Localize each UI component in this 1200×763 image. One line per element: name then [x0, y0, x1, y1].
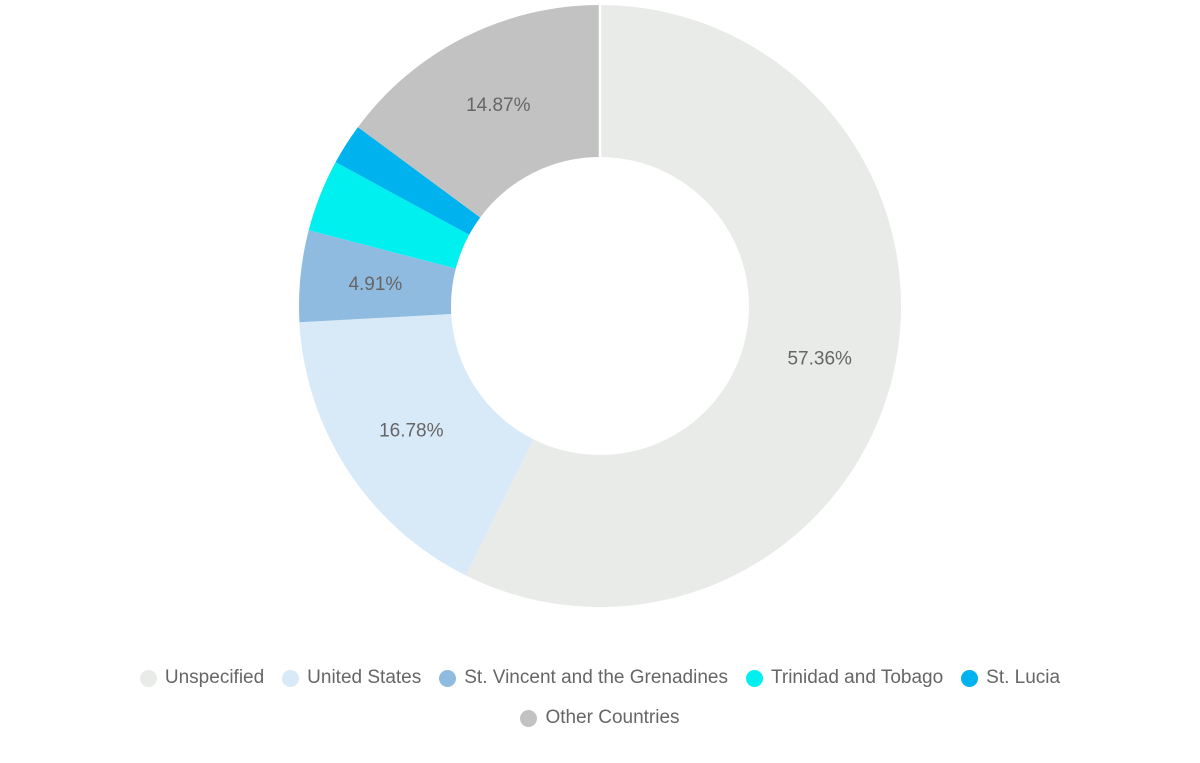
legend-marker-united-states — [282, 669, 300, 687]
pie-slice-unspecified[interactable] — [465, 5, 902, 608]
pie-slice-united-states[interactable] — [299, 314, 534, 576]
pie-slice-st-vincent-and-the-grenadines[interactable] — [298, 230, 456, 323]
slice-label-united-states: 16.78% — [379, 421, 444, 442]
legend-marker-st-vincent-and-the-grenadines — [439, 669, 457, 687]
legend-label-trinidad-and-tobago: Trinidad and Tobago — [770, 667, 944, 688]
legend-label-st-lucia: St. Lucia — [986, 667, 1061, 688]
donut-chart: 57.36% 16.78% 4.91% 14.87% — [298, 4, 902, 608]
legend-item-unspecified[interactable]: Unspecified — [139, 667, 265, 689]
legend-row-1: Unspecified United States St. Vincent and … — [139, 664, 1060, 692]
pie-slice-st-lucia[interactable] — [335, 127, 481, 235]
legend-marker-trinidad-and-tobago — [745, 669, 763, 687]
legend-item-trinidad-and-tobago[interactable]: Trinidad and Tobago — [745, 667, 944, 689]
pie-slice-other-countries[interactable] — [357, 5, 600, 218]
legend-label-united-states: United States — [307, 667, 422, 688]
legend-item-other-countries[interactable]: Other Countries — [520, 707, 680, 729]
legend-item-st-lucia[interactable]: St. Lucia — [961, 667, 1060, 689]
chart-legend: Unspecified United States St. Vincent and … — [0, 664, 1200, 732]
legend-label-unspecified: Unspecified — [164, 667, 265, 688]
legend-label-st-vincent-and-the-grenadines: St. Vincent and the Grenadines — [464, 667, 728, 688]
legend-item-st-vincent-and-the-grenadines[interactable]: St. Vincent and the Grenadines — [439, 667, 728, 689]
legend-marker-st-lucia — [961, 669, 979, 687]
slice-label-other-countries: 14.87% — [466, 95, 531, 116]
legend-marker-unspecified — [139, 669, 157, 687]
pie-slice-trinidad-and-tobago[interactable] — [308, 162, 470, 269]
legend-label-other-countries: Other Countries — [545, 707, 680, 728]
legend-marker-other-countries — [520, 709, 538, 727]
legend-row-2: Other Countries — [520, 704, 680, 732]
slice-label-unspecified: 57.36% — [787, 348, 852, 369]
legend-item-united-states[interactable]: United States — [282, 667, 421, 689]
slice-label-st-vincent-and-the-grenadines: 4.91% — [348, 274, 402, 295]
